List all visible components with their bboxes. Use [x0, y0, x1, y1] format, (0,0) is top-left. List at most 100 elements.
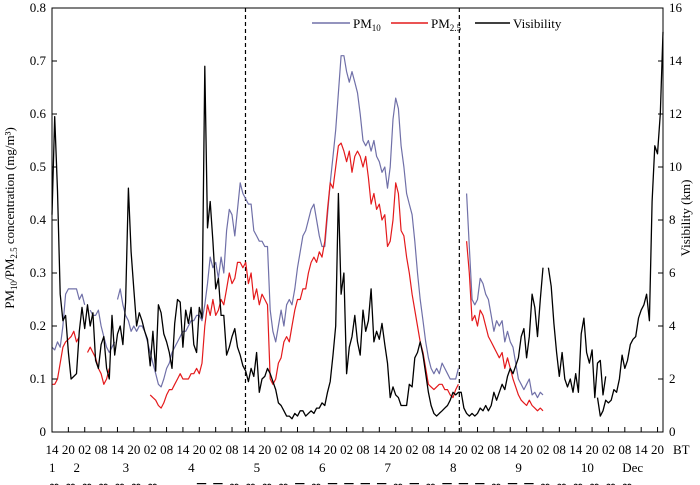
x-tick-label: 14 [176, 442, 190, 457]
left-y-axis-label: PM10/PM2.5 concentration (mg/m³) [2, 127, 19, 309]
x-tick-label: 20 [651, 442, 664, 457]
day-label: 7 [385, 460, 392, 475]
day-label: 9 [515, 460, 522, 475]
day-label: 4 [188, 460, 195, 475]
weather-symbol: ∞ [424, 477, 437, 485]
series-line-pm25 [149, 142, 459, 409]
right-y-axis: 0 2 4 6 8 10 12 14 16 [658, 0, 683, 439]
x-tick-label: 08 [160, 442, 173, 457]
weather-symbol: ≡ [359, 477, 372, 485]
day-label: 1 [49, 460, 56, 475]
weather-symbol: ∞ [48, 477, 61, 485]
weather-symbol: ∞ [588, 477, 601, 485]
right-tick-label: 16 [669, 0, 683, 15]
right-tick-label: 14 [669, 53, 683, 68]
weather-symbol: ∞ [490, 477, 503, 485]
weather-symbol: ∞ [261, 477, 274, 485]
weather-symbol: ≡ [343, 477, 356, 485]
x-tick-label: 20 [455, 442, 468, 457]
legend-visibility-label: Visibility [513, 16, 562, 31]
left-tick-label: 0.5 [30, 159, 46, 174]
x-tick-label: 02 [406, 442, 419, 457]
left-tick-label: 0.6 [30, 106, 47, 121]
day-label: 8 [450, 460, 457, 475]
weather-symbol: ≡ [212, 477, 225, 485]
x-tick-label: 14 [373, 442, 387, 457]
weather-symbol: ≡ [441, 477, 454, 485]
x-tick-label: 14 [111, 442, 125, 457]
left-tick-label: 0 [40, 424, 47, 439]
x-tick-label: 02 [340, 442, 353, 457]
x-unit-label: BT [673, 442, 690, 457]
x-tick-label: 08 [553, 442, 566, 457]
weather-symbol: ∞ [621, 477, 634, 485]
left-tick-label: 0.4 [30, 212, 47, 227]
weather-symbol: ∞ [146, 477, 159, 485]
right-tick-label: 10 [669, 159, 682, 174]
weather-symbol: ∞ [572, 477, 585, 485]
weather-symbol: ≡ [457, 477, 470, 485]
weather-symbol: ∞ [539, 477, 552, 485]
weather-symbol: ∞ [97, 477, 110, 485]
day-label: 3 [123, 460, 130, 475]
x-tick-label: 20 [389, 442, 402, 457]
x-tick-label: 08 [487, 442, 500, 457]
right-tick-label: 0 [669, 424, 676, 439]
x-tick-label: 20 [520, 442, 533, 457]
x-tick-label: 08 [95, 442, 108, 457]
x-tick-label: 02 [602, 442, 615, 457]
x-tick-label: 02 [536, 442, 549, 457]
left-tick-label: 0.2 [30, 318, 46, 333]
right-y-axis-label: Visibility (km) [678, 180, 693, 257]
right-tick-label: 2 [669, 371, 676, 386]
day-label: Dec [622, 460, 643, 475]
left-tick-label: 0.7 [30, 53, 47, 68]
weather-symbol: ∞ [130, 477, 143, 485]
weather-symbol: ∞ [277, 477, 290, 485]
day-label: 5 [254, 460, 261, 475]
weather-symbol: ∞ [244, 477, 257, 485]
x-tick-label: 20 [586, 442, 599, 457]
x-tick-label: 14 [46, 442, 60, 457]
weather-symbol: ≡ [195, 477, 208, 485]
right-tick-label: 6 [669, 265, 676, 280]
weather-symbol: ∞ [81, 477, 94, 485]
day-label: 6 [319, 460, 326, 475]
series-line-pm10 [51, 288, 86, 351]
weather-symbol: ≡ [506, 477, 519, 485]
x-tick-label: 20 [193, 442, 206, 457]
series-line-vis [547, 267, 607, 399]
x-tick-label: 14 [504, 442, 518, 457]
x-tick-label: 08 [356, 442, 369, 457]
left-tick-label: 0.8 [30, 0, 46, 15]
x-tick-label: 08 [618, 442, 631, 457]
x-tick-label: 14 [635, 442, 649, 457]
series-line-pm25 [52, 330, 80, 385]
x-tick-label: 20 [324, 442, 337, 457]
right-tick-label: 4 [669, 318, 676, 333]
x-axis: 14 20 02 08 14 20 02 08 14 20 02 08 14 20 02 08 14 20 02 08… [46, 427, 690, 485]
x-tick-label: 20 [258, 442, 271, 457]
left-tick-label: 0.1 [30, 371, 46, 386]
series-line-vis [51, 65, 544, 420]
x-tick-label: 14 [569, 442, 583, 457]
weather-symbol: ≡ [408, 477, 421, 485]
x-tick-label: 02 [471, 442, 484, 457]
legend: PM10 PM2.5 Visibility [312, 16, 562, 33]
x-tick-label: 14 [242, 442, 256, 457]
x-tick-label: 14 [307, 442, 321, 457]
series-line-pm10 [466, 193, 544, 399]
x-tick-label: 08 [422, 442, 435, 457]
x-tick-label: 20 [62, 442, 75, 457]
weather-symbol: ≡ [474, 477, 487, 485]
x-tick-label: 02 [209, 442, 222, 457]
series-layer [51, 31, 664, 420]
right-tick-label: 8 [669, 212, 676, 227]
x-tick-label: 08 [291, 442, 304, 457]
day-label: 10 [581, 460, 594, 475]
weather-symbol: ≡ [523, 477, 536, 485]
event-dashed-lines [244, 8, 460, 432]
weather-symbol: ≡ [375, 477, 388, 485]
x-tick-label: 20 [127, 442, 140, 457]
